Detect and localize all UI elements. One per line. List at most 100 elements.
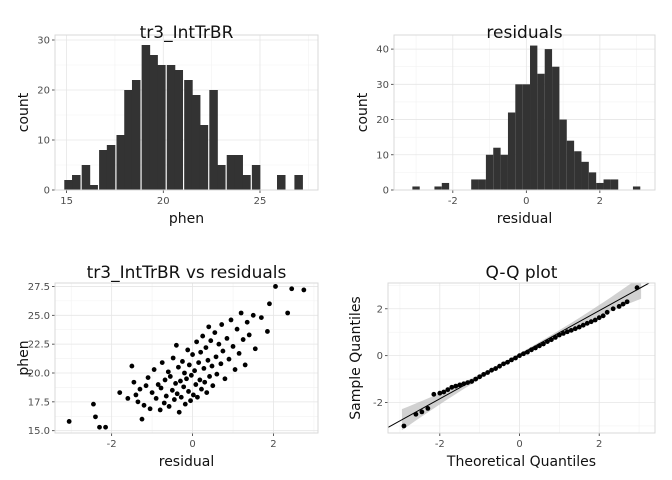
histogram-bar — [610, 179, 619, 190]
histogram-bar — [603, 179, 611, 190]
data-point — [616, 304, 622, 309]
panel-border — [387, 282, 656, 434]
data-point — [91, 401, 96, 407]
data-point — [139, 416, 145, 422]
data-point — [301, 287, 307, 293]
data-point — [220, 348, 226, 354]
y-tick-label: 17.5 — [28, 397, 50, 408]
data-point — [188, 398, 193, 404]
data-point — [533, 345, 538, 351]
histogram-bar — [141, 45, 151, 190]
data-point — [149, 390, 155, 396]
data-point — [167, 374, 173, 379]
data-point — [620, 301, 626, 307]
data-point — [216, 341, 222, 347]
histogram-bar — [507, 112, 516, 190]
data-point — [449, 384, 455, 390]
data-point — [222, 376, 228, 382]
histogram-bar — [226, 155, 236, 190]
data-point — [159, 360, 165, 366]
x-tick-label: 15 — [60, 196, 73, 207]
data-point — [285, 310, 291, 316]
data-point — [232, 367, 238, 372]
histogram-bar — [199, 125, 209, 190]
y-tick-label: 0 — [377, 351, 383, 362]
histogram-bar — [242, 175, 251, 190]
histogram-bar — [530, 45, 538, 190]
data-point — [431, 391, 437, 397]
data-point — [182, 401, 188, 407]
data-point — [265, 329, 270, 334]
data-point — [194, 339, 200, 345]
data-point — [117, 390, 123, 396]
data-point — [181, 384, 187, 390]
data-point — [509, 357, 514, 363]
data-point — [212, 330, 218, 336]
data-point — [588, 319, 594, 325]
panel-border — [54, 282, 319, 434]
data-point — [198, 349, 204, 355]
histogram-bar — [166, 65, 176, 190]
data-point — [197, 377, 203, 383]
chart-title: Q-Q plot — [486, 263, 558, 283]
y-axis-label: count — [355, 92, 371, 132]
y-tick-label: 30 — [37, 36, 50, 47]
data-point — [552, 334, 558, 340]
data-point — [203, 345, 209, 351]
data-layer — [388, 283, 651, 431]
histogram-bar — [116, 135, 126, 190]
data-layer — [66, 284, 307, 430]
data-point — [634, 285, 640, 291]
data-point — [445, 387, 451, 393]
data-point — [218, 361, 224, 367]
data-point — [493, 366, 498, 371]
histogram-bar — [544, 49, 553, 190]
data-point — [190, 392, 196, 398]
confidence-band — [401, 283, 642, 431]
chart-title: residuals — [486, 23, 562, 43]
x-tick-label: 0 — [189, 439, 195, 450]
histogram-bar — [149, 55, 158, 190]
data-point — [209, 363, 215, 369]
histogram-bar — [174, 70, 184, 190]
y-tick-label: 20 — [37, 86, 50, 97]
data-point — [258, 315, 264, 321]
histogram-bar — [471, 179, 479, 190]
data-point — [169, 387, 175, 393]
y-tick-label: 10 — [376, 150, 389, 161]
x-tick-label: 0 — [516, 439, 522, 450]
data-point — [604, 309, 610, 315]
data-point — [219, 322, 225, 327]
data-point — [173, 380, 178, 386]
data-point — [193, 382, 199, 387]
x-tick-label: 2 — [597, 196, 603, 207]
data-point — [66, 419, 72, 424]
histogram-bar — [72, 175, 81, 190]
data-point — [610, 306, 616, 312]
histogram-bar — [124, 90, 133, 190]
y-axis-label: phen — [16, 340, 32, 375]
data-point — [192, 368, 197, 374]
data-point — [513, 355, 518, 361]
histogram-bar — [64, 180, 73, 190]
data-point — [202, 379, 208, 385]
data-point — [413, 411, 419, 417]
data-layer — [412, 45, 641, 190]
histogram-bar — [106, 145, 116, 190]
data-point — [125, 395, 131, 401]
data-point — [185, 347, 191, 353]
data-point — [161, 400, 167, 406]
histogram-bar — [81, 165, 91, 190]
y-tick-label: 40 — [376, 45, 389, 56]
x-tick-label: 0 — [523, 196, 529, 207]
histogram-bar — [581, 161, 589, 190]
data-point — [600, 313, 606, 319]
panel-border — [393, 34, 656, 191]
data-point — [204, 390, 210, 396]
data-point — [201, 365, 207, 371]
histogram-bar — [434, 186, 442, 190]
data-point — [517, 353, 522, 359]
data-point — [186, 362, 192, 368]
